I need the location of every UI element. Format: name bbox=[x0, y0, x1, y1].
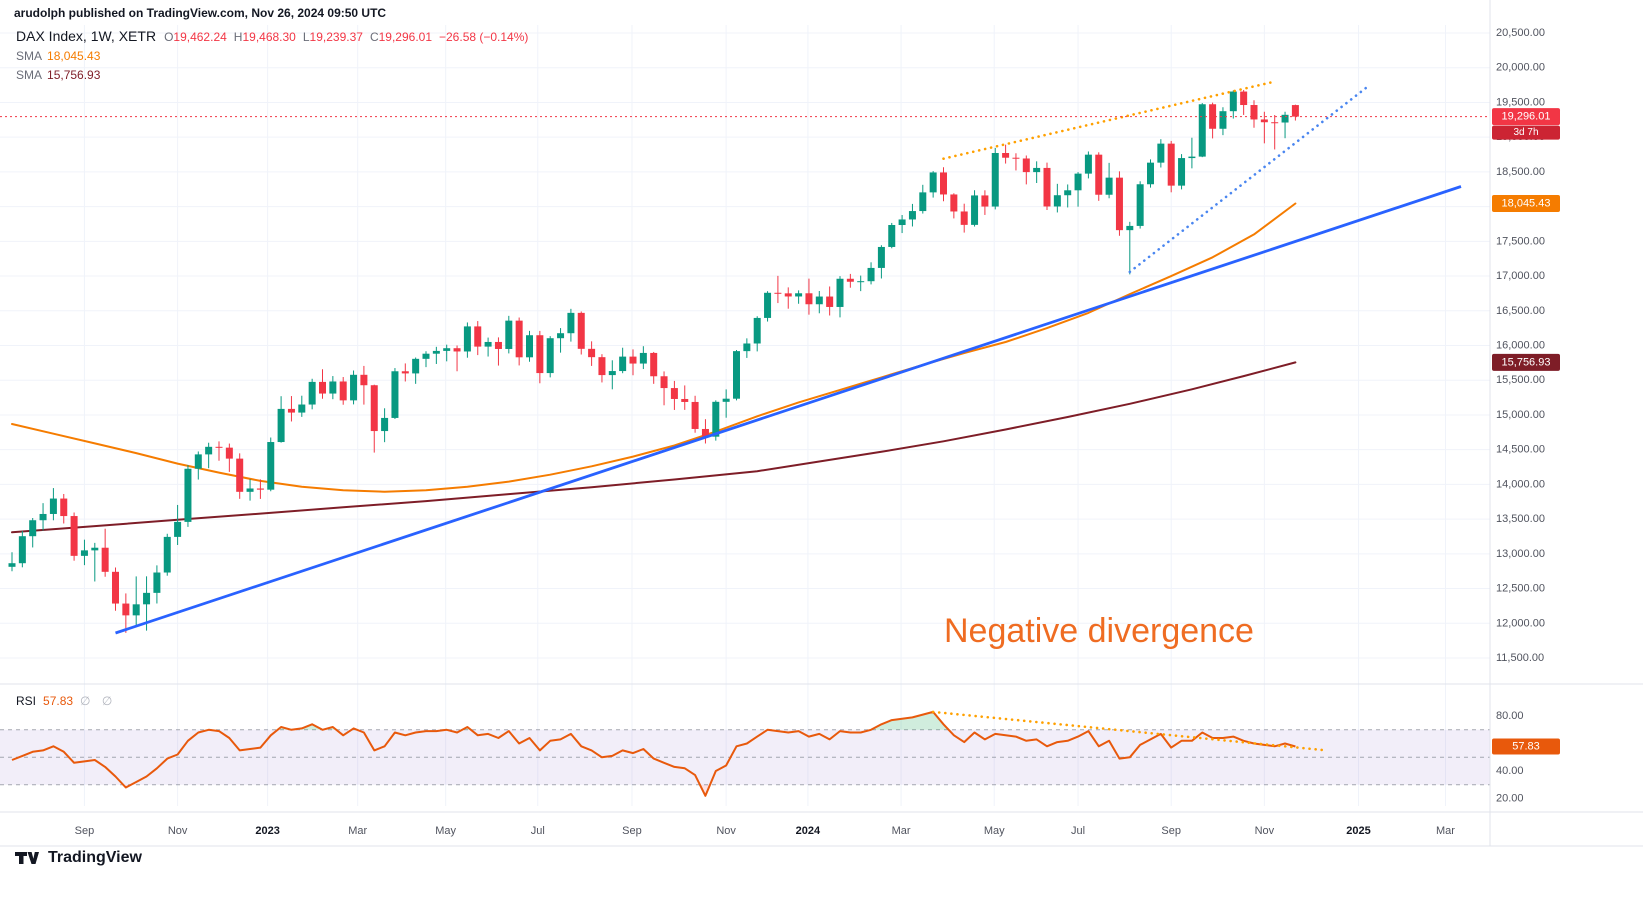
svg-text:16,000.00: 16,000.00 bbox=[1496, 340, 1545, 352]
gridlines bbox=[0, 25, 1490, 806]
annotation-negative-divergence[interactable]: Negative divergence bbox=[944, 612, 1254, 650]
change-value: −26.58 (−0.14%) bbox=[439, 30, 529, 44]
rsi-legend-value: 57.83 bbox=[43, 694, 74, 708]
svg-text:19,296.01: 19,296.01 bbox=[1502, 111, 1551, 123]
svg-text:20,500.00: 20,500.00 bbox=[1496, 27, 1545, 39]
ohlc-high: H19,468.30 bbox=[234, 28, 296, 46]
high-label: H bbox=[233, 30, 243, 44]
svg-text:18,500.00: 18,500.00 bbox=[1496, 166, 1545, 178]
tradingview-logo-icon bbox=[15, 852, 39, 864]
svg-text:15,000.00: 15,000.00 bbox=[1496, 409, 1545, 421]
rising-dotted-trendline[interactable] bbox=[1128, 85, 1370, 274]
svg-text:17,000.00: 17,000.00 bbox=[1496, 270, 1545, 282]
open-value: 19,462.24 bbox=[173, 30, 227, 44]
svg-text:20,000.00: 20,000.00 bbox=[1496, 62, 1545, 74]
upper-highs-dotted-trendline[interactable] bbox=[942, 80, 1276, 160]
svg-text:2023: 2023 bbox=[255, 825, 279, 837]
svg-text:13,000.00: 13,000.00 bbox=[1496, 548, 1545, 560]
svg-text:11,500.00: 11,500.00 bbox=[1496, 652, 1544, 664]
svg-text:14,500.00: 14,500.00 bbox=[1496, 444, 1545, 456]
svg-text:13,500.00: 13,500.00 bbox=[1496, 513, 1545, 525]
sma-200w-price-badge: 15,756.93 bbox=[1492, 353, 1560, 371]
svg-text:3d 7h: 3d 7h bbox=[1513, 127, 1538, 138]
rsi-legend[interactable]: RSI 57.83 ∅ ∅ bbox=[16, 694, 116, 708]
rsi-divergence-line[interactable] bbox=[931, 710, 1328, 752]
low-value: 19,239.37 bbox=[309, 30, 363, 44]
symbol-legend-row[interactable]: DAX Index, 1W, XETR O19,462.24 H19,468.3… bbox=[16, 28, 528, 46]
sma-200w-line[interactable] bbox=[11, 361, 1297, 534]
svg-text:15,756.93: 15,756.93 bbox=[1502, 356, 1551, 368]
ohlc-open: O19,462.24 bbox=[164, 28, 227, 46]
open-label: O bbox=[164, 30, 174, 44]
svg-text:Sep: Sep bbox=[1161, 825, 1181, 837]
high-value: 19,468.30 bbox=[242, 30, 296, 44]
pane-borders bbox=[0, 0, 1643, 847]
svg-text:Jul: Jul bbox=[1071, 825, 1085, 837]
svg-text:2025: 2025 bbox=[1346, 825, 1370, 837]
tradingview-brand: TradingView bbox=[48, 849, 142, 866]
svg-text:Mar: Mar bbox=[892, 825, 911, 837]
trendlines[interactable] bbox=[115, 80, 1462, 635]
svg-text:20.00: 20.00 bbox=[1496, 793, 1524, 805]
svg-text:Nov: Nov bbox=[1255, 825, 1275, 837]
close-label: C bbox=[369, 30, 379, 44]
svg-text:16,500.00: 16,500.00 bbox=[1496, 305, 1545, 317]
svg-text:Mar: Mar bbox=[348, 825, 367, 837]
sma-200w-legend-value: 15,756.93 bbox=[47, 68, 101, 82]
chart-legend[interactable]: DAX Index, 1W, XETR O19,462.24 H19,468.3… bbox=[16, 28, 528, 86]
rising-support-trendline[interactable] bbox=[115, 185, 1462, 635]
svg-text:Sep: Sep bbox=[622, 825, 642, 837]
svg-text:Nov: Nov bbox=[168, 825, 188, 837]
ohlc-close: C19,296.01 bbox=[370, 28, 432, 46]
symbol-title[interactable]: DAX Index, 1W, XETR bbox=[16, 28, 157, 44]
publish-info: arudolph published on TradingView.com, N… bbox=[14, 6, 387, 20]
bar-countdown-badge: 3d 7h bbox=[1492, 125, 1560, 140]
tradingview-footer[interactable]: TradingView bbox=[14, 849, 142, 867]
svg-text:12,500.00: 12,500.00 bbox=[1496, 583, 1545, 595]
sma-50w-legend-row[interactable]: SMA 18,045.43 bbox=[16, 48, 528, 65]
svg-text:14,000.00: 14,000.00 bbox=[1496, 478, 1545, 490]
candlestick-series[interactable] bbox=[8, 89, 1299, 633]
time-axis[interactable]: Sep Nov 2023 Mar May Jul Sep Nov 2024 Mar May Jul Se… bbox=[75, 825, 1456, 837]
svg-text:Jul: Jul bbox=[531, 825, 545, 837]
last-price-badge: 19,296.01 bbox=[1492, 108, 1560, 126]
rsi-band bbox=[0, 711, 1490, 796]
ohlc-low: L19,239.37 bbox=[303, 28, 363, 46]
svg-text:12,000.00: 12,000.00 bbox=[1496, 617, 1545, 629]
svg-text:80.00: 80.00 bbox=[1496, 710, 1524, 722]
sma-200w-legend-label: SMA bbox=[16, 68, 43, 82]
svg-text:May: May bbox=[984, 825, 1005, 837]
sma-50w-price-badge: 18,045.43 bbox=[1492, 194, 1560, 212]
rsi-hidden-source-icons[interactable]: ∅ ∅ bbox=[80, 694, 117, 708]
svg-text:Nov: Nov bbox=[716, 825, 736, 837]
price-axis[interactable]: 20,500.0020,000.0019,500.0019,000.0018,5… bbox=[1492, 27, 1560, 805]
svg-text:17,500.00: 17,500.00 bbox=[1496, 235, 1545, 247]
close-value: 19,296.01 bbox=[378, 30, 432, 44]
svg-text:18,045.43: 18,045.43 bbox=[1502, 197, 1551, 209]
svg-text:Sep: Sep bbox=[75, 825, 95, 837]
svg-text:Mar: Mar bbox=[1436, 825, 1455, 837]
sma-50w-line[interactable] bbox=[11, 202, 1297, 493]
sma-overlays[interactable] bbox=[11, 202, 1297, 534]
svg-text:May: May bbox=[435, 825, 456, 837]
sma-50w-legend-label: SMA bbox=[16, 49, 43, 63]
svg-text:15,500.00: 15,500.00 bbox=[1496, 374, 1545, 386]
low-label: L bbox=[302, 30, 310, 44]
svg-text:40.00: 40.00 bbox=[1496, 765, 1524, 777]
rsi-legend-label: RSI bbox=[16, 694, 37, 708]
sma-200w-legend-row[interactable]: SMA 15,756.93 bbox=[16, 67, 528, 84]
svg-text:2024: 2024 bbox=[796, 825, 821, 837]
svg-text:19,500.00: 19,500.00 bbox=[1496, 96, 1545, 108]
sma-50w-legend-value: 18,045.43 bbox=[47, 49, 101, 63]
rsi-line[interactable] bbox=[11, 710, 1296, 797]
svg-text:57.83: 57.83 bbox=[1512, 740, 1540, 752]
rsi-value-badge: 57.83 bbox=[1492, 738, 1560, 755]
